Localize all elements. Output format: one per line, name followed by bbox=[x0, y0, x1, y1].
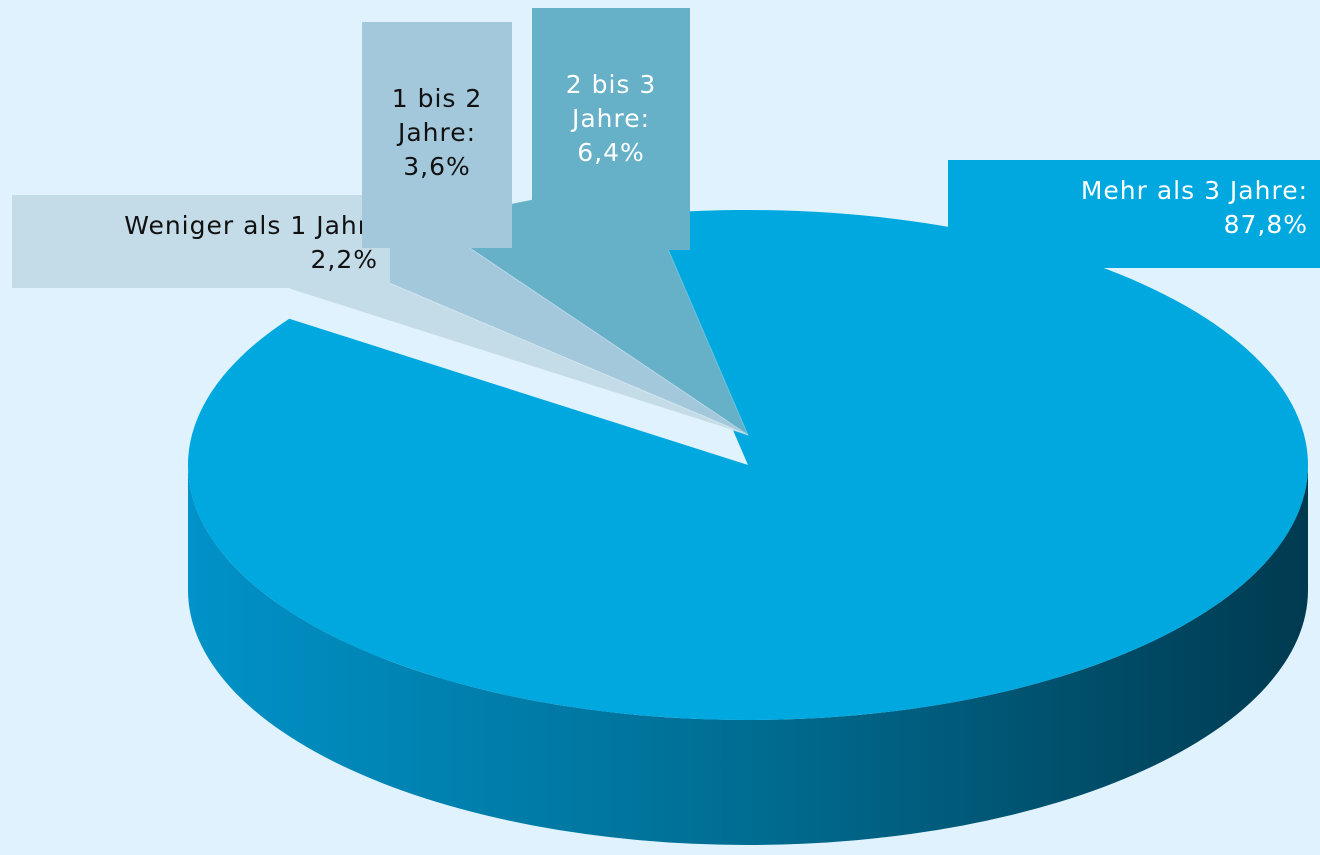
category-label: Mehr als 3 Jahre: bbox=[1080, 176, 1308, 205]
pie-slice bbox=[187, 210, 1309, 720]
slice-label: 2 bis 3 Jahre: 6,4% bbox=[532, 8, 690, 250]
slice-label: Mehr als 3 Jahre: 87,8% bbox=[948, 160, 1320, 268]
category-label: 1 bis 2 Jahre: bbox=[391, 84, 483, 147]
slice-label: 1 bis 2 Jahre: 3,6% bbox=[362, 22, 512, 248]
pie-side bbox=[188, 465, 1308, 845]
value-label: 3,6% bbox=[403, 152, 471, 181]
value-label: 2,2% bbox=[310, 245, 378, 274]
value-label: 87,8% bbox=[1223, 210, 1308, 239]
value-label: 6,4% bbox=[577, 138, 645, 167]
slice-label: Weniger als 1 Jahr: 2,2% bbox=[12, 195, 390, 288]
category-label: Weniger als 1 Jahr: bbox=[124, 211, 378, 240]
category-label: 2 bis 3 Jahre: bbox=[565, 70, 657, 133]
